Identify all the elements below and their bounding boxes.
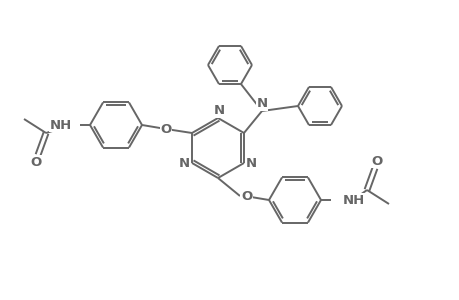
- Text: N: N: [246, 157, 257, 169]
- Text: O: O: [370, 154, 382, 167]
- Text: N: N: [256, 97, 267, 110]
- Text: N: N: [213, 104, 224, 117]
- Text: NH: NH: [50, 118, 72, 131]
- Text: O: O: [160, 122, 171, 136]
- Text: N: N: [179, 157, 190, 169]
- Text: O: O: [241, 190, 252, 202]
- Text: O: O: [30, 155, 42, 169]
- Text: NH: NH: [342, 194, 364, 206]
